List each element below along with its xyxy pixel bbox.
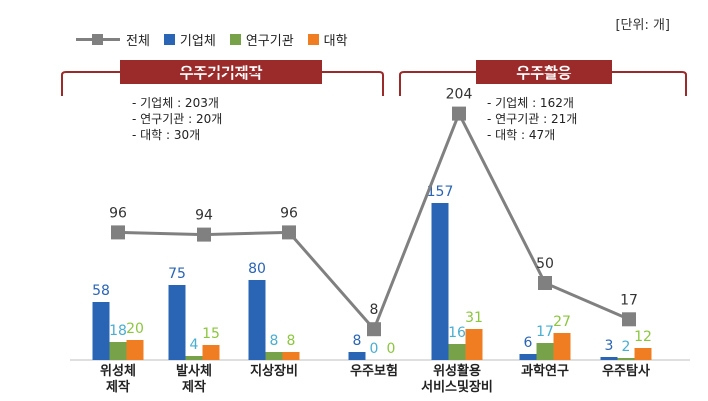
- bar-university: [634, 348, 652, 360]
- bar-university: [465, 329, 483, 360]
- data-label-total: 50: [536, 256, 554, 272]
- bar-company: [519, 354, 537, 360]
- point-total: [538, 276, 552, 290]
- data-label-university: 31: [465, 310, 483, 326]
- bar-university: [202, 345, 220, 360]
- bar-company: [248, 280, 266, 360]
- category-label: 제작: [182, 379, 206, 395]
- data-label-company: 8: [353, 333, 362, 349]
- category-label: 발사체: [176, 363, 212, 379]
- data-label-institute: 17: [536, 324, 554, 340]
- legend-swatch-company: [163, 34, 175, 45]
- data-label-total: 8: [370, 302, 379, 318]
- category-label: 서비스및장비: [421, 379, 493, 395]
- bar-institute: [448, 344, 466, 360]
- data-label-university: 8: [287, 333, 296, 349]
- point-total: [197, 227, 211, 242]
- data-label-institute: 16: [448, 325, 466, 341]
- data-label-total: 17: [620, 292, 638, 308]
- legend-item-university: 대학: [307, 30, 348, 49]
- data-label-university: 0: [387, 341, 396, 357]
- legend-label-company: 기업체: [179, 34, 216, 49]
- data-label-institute: 4: [190, 337, 199, 353]
- group-bracket-utilization: [399, 71, 687, 96]
- data-label-company: 3: [605, 338, 614, 354]
- data-label-company: 157: [427, 184, 454, 200]
- point-total: [622, 312, 636, 327]
- point-total: [111, 225, 125, 240]
- data-label-total: 96: [109, 205, 127, 221]
- category-label: 우주보험: [350, 363, 398, 379]
- group-bracket-manufacturing: [61, 71, 384, 96]
- data-label-institute: 2: [622, 339, 631, 355]
- legend-item-institute: 연구기관: [229, 30, 294, 49]
- note-line: - 기업체 : 203개: [132, 96, 219, 110]
- legend-line-swatch: [76, 34, 120, 45]
- category-label: 지상장비: [250, 363, 298, 379]
- data-label-university: 15: [202, 326, 220, 342]
- category-label: 과학연구: [521, 363, 569, 379]
- data-label-company: 80: [248, 261, 266, 277]
- bar-institute: [617, 358, 635, 360]
- legend-swatch-university: [307, 34, 319, 45]
- point-total: [367, 322, 381, 337]
- data-label-university: 12: [634, 329, 652, 345]
- data-label-company: 6: [524, 335, 533, 351]
- legend-label-total: 전체: [126, 34, 150, 49]
- group-notes-utilization: - 기업체 : 162개 - 연구기관 : 21개 - 대학 : 47개: [487, 95, 577, 143]
- point-total: [282, 225, 296, 240]
- note-line: - 기업체 : 162개: [487, 96, 574, 110]
- bar-university: [282, 352, 300, 360]
- data-label-institute: 0: [370, 341, 379, 357]
- data-label-company: 58: [92, 283, 110, 299]
- note-line: - 대학 : 30개: [132, 128, 201, 142]
- data-label-university: 20: [126, 321, 144, 337]
- legend-swatch-institute: [229, 34, 241, 45]
- data-label-university: 27: [553, 314, 571, 330]
- unit-label: [단위: 개]: [615, 18, 670, 33]
- data-label-total: 204: [446, 87, 473, 103]
- bar-company: [431, 203, 449, 360]
- point-total: [452, 106, 466, 121]
- legend-label-university: 대학: [323, 34, 348, 49]
- legend-item-total: 전체: [76, 30, 150, 49]
- data-label-total: 94: [195, 208, 213, 224]
- bar-company: [92, 302, 110, 360]
- category-label: 위성활용: [433, 363, 481, 379]
- bar-institute: [265, 352, 283, 360]
- note-line: - 대학 : 47개: [487, 128, 556, 142]
- note-line: - 연구기관 : 21개: [487, 112, 578, 126]
- data-label-total: 96: [280, 205, 298, 221]
- data-label-institute: 8: [270, 333, 279, 349]
- category-label: 제작: [106, 379, 130, 395]
- data-label-institute: 18: [109, 323, 127, 339]
- legend-item-company: 기업체: [163, 30, 216, 49]
- legend-label-institute: 연구기관: [245, 34, 294, 49]
- bar-institute: [536, 343, 554, 360]
- note-line: - 연구기관 : 20개: [132, 112, 223, 126]
- bar-university: [126, 340, 144, 360]
- bar-institute: [185, 356, 203, 360]
- bar-company: [600, 357, 618, 360]
- category-label: 우주탐사: [602, 363, 650, 379]
- data-label-company: 75: [168, 266, 186, 282]
- category-label: 위성체: [100, 364, 136, 379]
- group-notes-manufacturing: - 기업체 : 203개 - 연구기관 : 20개 - 대학 : 30개: [132, 95, 222, 143]
- bar-company: [348, 352, 366, 360]
- bar-university: [553, 333, 571, 360]
- legend: 전체 기업체 연구기관 대학: [76, 30, 362, 49]
- bar-institute: [109, 342, 127, 360]
- bar-company: [168, 285, 186, 360]
